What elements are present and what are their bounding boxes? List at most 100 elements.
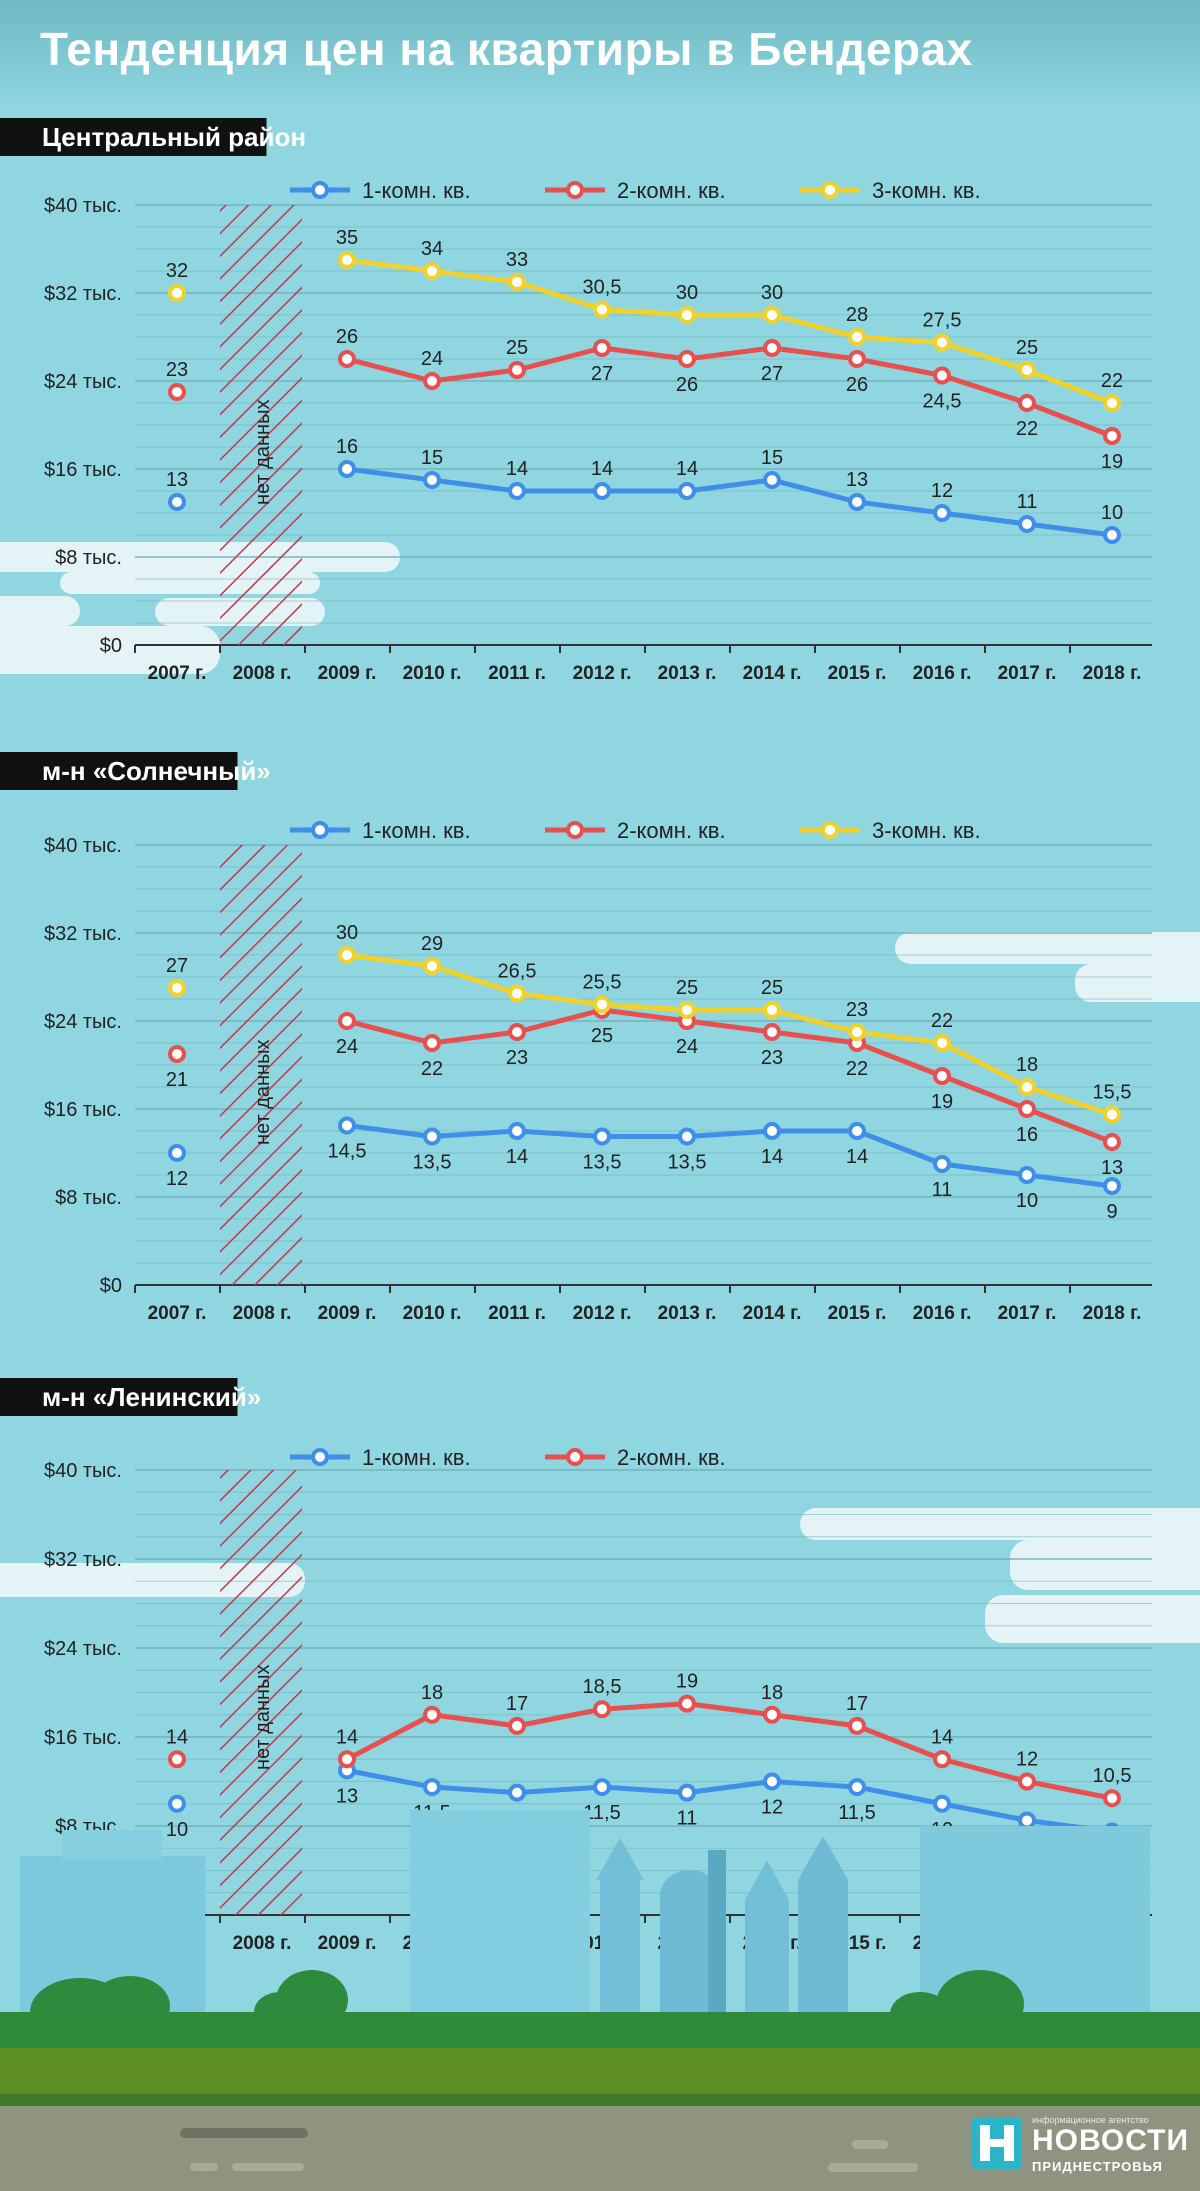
cloud	[985, 1595, 1200, 1643]
chart-1: Центральный район $0 $8 тыс. $16 тыс. $24 ты…	[0, 118, 1152, 684]
agency-logo: информационное агентство НОВОСТИ ПРИДНЕС…	[970, 2115, 1188, 2175]
logo-region: ПРИДНЕСТРОВЬЯ	[1032, 2159, 1163, 2174]
tower-roof	[745, 1860, 789, 1900]
cloud	[895, 932, 1200, 964]
data-point	[933, 366, 951, 385]
x-tick-label: 2014 г.	[743, 663, 802, 684]
page-title: Тенденция цен на квартиры в Бендерах	[40, 23, 973, 75]
legend-marker	[566, 1448, 584, 1466]
legend-marker	[566, 821, 584, 839]
data-point	[508, 984, 526, 1003]
x-tick-label: 2012 г.	[573, 663, 632, 684]
grass-edge	[0, 2094, 1200, 2106]
data-label: 12	[1016, 1749, 1038, 1771]
x-tick-label: 2007 г.	[148, 1303, 207, 1324]
data-label: 15	[421, 447, 443, 469]
data-point	[168, 383, 186, 401]
y-tick-label: $24 тыс.	[44, 1638, 122, 1660]
road-mark	[232, 2163, 304, 2171]
data-point	[338, 1116, 356, 1135]
data-label: 14	[506, 1146, 528, 1168]
data-point	[678, 482, 696, 500]
series-two: 23 26 24 25 27 26 27 26 24,5 22 19	[166, 326, 1123, 473]
monument	[708, 1850, 726, 2016]
data-point	[933, 1155, 951, 1173]
y-tick-label: $24 тыс.	[44, 371, 122, 393]
data-point	[423, 1127, 441, 1146]
data-point	[763, 1001, 781, 1019]
x-tick-label: 2008 г.	[233, 663, 292, 684]
y-tick-label: $40 тыс.	[44, 1460, 122, 1482]
data-label: 10	[1016, 1190, 1038, 1212]
cloud	[800, 1508, 1200, 1540]
data-point	[763, 471, 781, 489]
road-mark	[190, 2163, 218, 2171]
tower	[745, 1900, 789, 2016]
data-point	[678, 1001, 696, 1019]
data-point	[168, 1794, 186, 1813]
data-point	[508, 482, 526, 500]
cloud	[0, 626, 220, 674]
x-tick-label: 2007 г.	[148, 663, 207, 684]
data-label: 25,5	[583, 972, 622, 994]
legend-marker	[821, 821, 839, 839]
data-point	[168, 979, 186, 997]
series-three: 32 35 34 33 30,5 30 30 28 27,5 25 22	[166, 227, 1123, 412]
x-tick-label: 2010 г.	[403, 1303, 462, 1324]
data-label: 15,5	[1093, 1082, 1132, 1104]
data-point	[933, 1034, 951, 1052]
series-line	[345, 1701, 1113, 1801]
data-point	[508, 1783, 526, 1802]
data-label: 14	[931, 1726, 953, 1748]
city-skyline	[20, 1810, 1150, 2020]
data-point	[848, 493, 866, 511]
data-label: 25	[591, 1025, 613, 1047]
data-point	[593, 1778, 611, 1797]
data-label: 18	[761, 1682, 783, 1704]
x-tick-label: 2017 г.	[998, 1303, 1057, 1324]
tower-roof	[596, 1838, 644, 1880]
series-line	[346, 952, 1113, 1117]
y-tick-label: $16 тыс.	[44, 1099, 122, 1121]
road-mark	[828, 2163, 918, 2172]
data-point	[508, 1122, 526, 1140]
data-point	[933, 1750, 951, 1769]
data-label: 33	[506, 249, 528, 271]
legend-marker	[821, 181, 839, 199]
y-tick-label: $0	[100, 1275, 122, 1297]
data-point	[423, 1778, 441, 1797]
chart-2: м-н «Солнечный» $0 $8 тыс. $16 тыс. $24 тыс.…	[0, 752, 1152, 1324]
x-tick-label: 2018 г.	[1083, 1303, 1142, 1324]
series-line	[346, 257, 1113, 406]
data-point	[423, 1034, 441, 1052]
legend-label-three: 3-комн. кв.	[872, 818, 981, 843]
data-label: 17	[506, 1693, 528, 1715]
y-tick-label: $8 тыс.	[55, 1187, 122, 1209]
legend-label-one: 1-комн. кв.	[362, 818, 471, 843]
y-tick-label: $24 тыс.	[44, 1011, 122, 1033]
data-label: 32	[166, 260, 188, 282]
legend-label-two: 2-комн. кв.	[617, 1445, 726, 1470]
data-point	[423, 471, 441, 489]
y-tick-label: $16 тыс.	[44, 1727, 122, 1749]
data-label: 16	[336, 436, 358, 458]
data-point	[593, 995, 611, 1014]
grass-mid	[0, 2048, 1200, 2094]
data-label: 27	[591, 363, 613, 385]
logo-subtitle: информационное агентство	[1032, 2115, 1149, 2125]
x-tick-label: 2008 г.	[233, 1303, 292, 1324]
data-label: 13	[1101, 1157, 1123, 1179]
data-label: 14	[591, 458, 613, 480]
data-label: 14	[846, 1146, 868, 1168]
data-label: 18	[421, 1682, 443, 1704]
data-label: 14	[506, 458, 528, 480]
legend-label-three: 3-комн. кв.	[872, 178, 981, 203]
data-label: 22	[1101, 370, 1123, 392]
y-tick-label: $32 тыс.	[44, 283, 122, 305]
data-point	[593, 482, 611, 500]
cloud	[0, 596, 80, 626]
x-tick-label: 2013 г.	[658, 663, 717, 684]
data-label: 10	[166, 1819, 188, 1841]
y-tick-label: $40 тыс.	[44, 195, 122, 217]
